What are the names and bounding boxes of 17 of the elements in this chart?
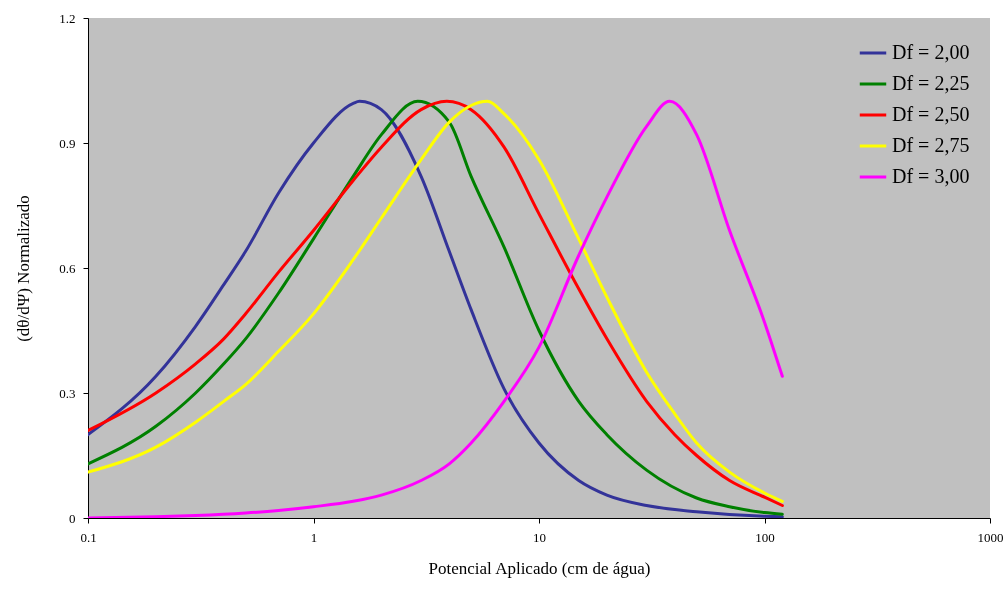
x-tick-label: 0.1 [80,529,97,545]
x-tick-label: 10 [533,529,546,545]
y-axis-title: (dθ/dΨ) Normalizado [14,195,34,342]
legend-label: Df = 3,00 [892,165,970,187]
y-tick-label: 0.6 [59,260,76,276]
x-axis-title: Potencial Aplicado (cm de água) [428,558,651,578]
legend-label: Df = 2,00 [892,41,970,63]
x-tick-label: 100 [755,529,775,545]
x-tick-label: 1 [310,529,318,545]
y-tick-label: 0.3 [59,385,76,401]
y-tick-label: 0.9 [59,135,76,151]
legend-label: Df = 2,25 [892,72,970,94]
y-tick-label: 1.2 [59,10,76,26]
legend-label: Df = 2,75 [892,134,970,156]
x-tick-label: 1000 [977,529,1004,545]
y-tick-label: 0 [69,510,76,526]
legend-label: Df = 2,50 [892,103,970,125]
